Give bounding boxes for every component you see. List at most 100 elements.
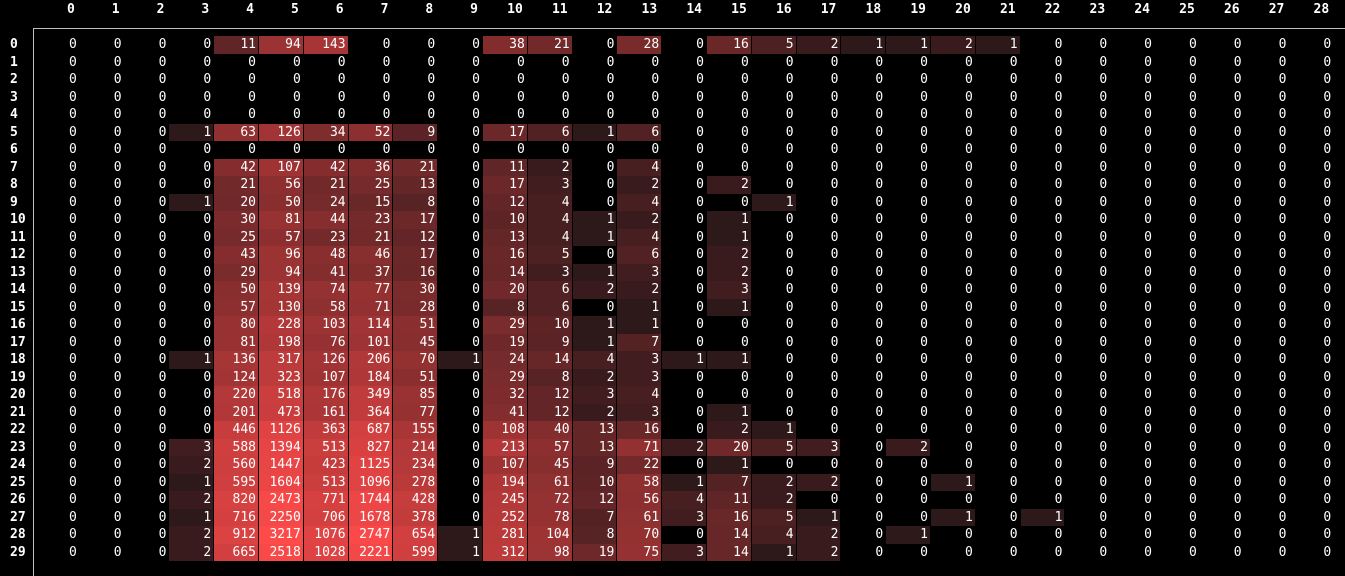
heatmap-cell-r0-c11: 21 [527,36,572,54]
heatmap-cell-r11-c4: 25 [214,228,258,246]
heatmap-cell-r26-c4: 820 [214,491,258,509]
heatmap-cell-r5-c26: 0 [1233,124,1242,140]
heatmap-cell-r24-c10: 107 [483,456,527,474]
heatmap-cell-r19-c15: 0 [740,369,749,385]
heatmap-cell-r29-c14: 3 [662,543,706,561]
heatmap-cell-r20-c19: 0 [920,387,928,402]
heatmap-cell-r10-c18: 0 [875,212,884,227]
heatmap-cell-r22-c2: 0 [158,422,167,437]
heatmap-cell-r3-c12: 0 [606,89,615,105]
heatmap-cell-r22-c13: 16 [617,421,662,439]
heatmap-cell-r25-c18: 0 [875,474,884,490]
heatmap-cell-r19-c21: 0 [1009,369,1018,385]
heatmap-cell-r20-c7: 349 [348,386,393,404]
heatmap-cell-r1-c5: 0 [292,54,301,70]
heatmap-cell-r11-c14: 0 [696,229,704,245]
heatmap-cell-r2-c12: 0 [606,72,615,87]
heatmap-cell-r2-c0: 0 [68,72,77,87]
heatmap-cell-r27-c25: 0 [1188,509,1197,525]
heatmap-cell-r27-c0: 0 [68,509,77,525]
heatmap-cell-r18-c20: 0 [964,352,973,367]
heatmap-cell-r5-c25: 0 [1188,124,1197,140]
heatmap-cell-r3-c18: 0 [875,89,884,105]
heatmap-cell-r6-c8: 0 [427,142,436,157]
heatmap-cell-r4-c14: 0 [696,107,704,122]
heatmap-cell-r10-c24: 0 [1144,212,1152,227]
heatmap-cell-r12-c12: 0 [606,247,615,262]
heatmap-cell-r4-c2: 0 [158,107,167,122]
heatmap-cell-r7-c15: 0 [740,159,749,175]
heatmap-cell-r24-c14: 0 [696,457,704,472]
heatmap-cell-r25-c15: 7 [707,473,751,491]
heatmap-cell-r14-c24: 0 [1144,282,1152,297]
heatmap-cell-r9-c10: 12 [483,193,527,211]
heatmap-cell-r15-c19: 0 [920,299,928,315]
heatmap-cell-r13-c9: 0 [472,264,480,280]
heatmap-cell-r11-c7: 21 [348,228,393,246]
heatmap-cell-r4-c1: 0 [113,107,122,122]
heatmap-cell-r19-c5: 323 [259,368,303,386]
heatmap-cell-r20-c14: 0 [696,387,704,402]
heatmap-cell-r5-c28: 0 [1323,124,1332,140]
heatmap-cell-r8-c19: 0 [920,177,928,192]
heatmap-cell-r14-c8: 30 [393,281,438,299]
row-header-22: 22 [10,422,26,437]
heatmap-cell-r11-c8: 12 [393,228,438,246]
heatmap-cell-r14-c6: 74 [303,281,348,299]
heatmap-cell-r8-c27: 0 [1278,177,1287,192]
heatmap-cell-r18-c10: 24 [483,351,527,369]
heatmap-cell-r14-c14: 0 [696,282,704,297]
heatmap-cell-r16-c10: 29 [483,316,527,334]
heatmap-cell-r26-c8: 428 [393,491,438,509]
heatmap-cell-r2-c11: 0 [561,72,570,87]
heatmap-cell-r11-c6: 23 [303,228,348,246]
heatmap-cell-r18-c19: 0 [920,352,928,367]
row-header-28: 28 [10,527,26,542]
heatmap-cell-r26-c6: 771 [303,491,348,509]
heatmap-cell-r20-c11: 12 [527,386,572,404]
heatmap-cell-r14-c26: 0 [1233,282,1242,297]
heatmap-cell-r15-c21: 0 [1009,299,1018,315]
heatmap-cell-r20-c2: 0 [158,387,167,402]
heatmap-cell-r1-c4: 0 [248,54,256,70]
heatmap-cell-r14-c5: 139 [259,281,303,299]
heatmap-cell-r28-c9: 1 [438,526,482,544]
heatmap-cell-r18-c24: 0 [1144,352,1152,367]
heatmap-cell-r7-c4: 42 [214,158,258,176]
heatmap-cell-r9-c15: 0 [740,194,749,210]
heatmap-cell-r27-c11: 78 [527,508,572,526]
heatmap-cell-r17-c3: 0 [203,334,212,350]
heatmap-cell-r19-c12: 2 [572,368,617,386]
heatmap-cell-r25-c23: 0 [1099,474,1108,490]
column-header-22: 22 [1044,2,1061,17]
heatmap-cell-r4-c5: 0 [292,107,301,122]
heatmap-cell-r5-c21: 0 [1009,124,1018,140]
heatmap-cell-r9-c4: 20 [214,193,258,211]
heatmap-cell-r17-c26: 0 [1233,334,1242,350]
heatmap-cell-r13-c23: 0 [1099,264,1108,280]
heatmap-cell-r7-c22: 0 [1054,159,1063,175]
row-header-20: 20 [10,387,26,402]
heatmap-cell-r5-c23: 0 [1099,124,1108,140]
heatmap-cell-r28-c3: 2 [169,526,214,544]
heatmap-cell-r5-c14: 0 [696,124,704,140]
heatmap-cell-r20-c1: 0 [113,387,122,402]
heatmap-cell-r12-c11: 5 [527,246,572,264]
heatmap-cell-r24-c11: 45 [527,456,572,474]
heatmap-cell-r28-c17: 2 [796,526,841,544]
heatmap-cell-r11-c5: 57 [259,228,303,246]
heatmap-cell-r7-c8: 21 [393,158,438,176]
heatmap-cell-r23-c17: 3 [796,438,841,456]
row-header-24: 24 [10,457,26,472]
heatmap-cell-r22-c14: 0 [696,422,704,437]
heatmap-cell-r21-c17: 0 [830,404,839,420]
heatmap-cell-r19-c11: 8 [527,368,572,386]
heatmap-cell-r23-c15: 20 [707,438,751,456]
heatmap-cell-r2-c4: 0 [248,72,256,87]
heatmap-cell-r17-c2: 0 [158,334,167,350]
heatmap-cell-r0-c17: 2 [796,36,841,54]
heatmap-cell-r15-c13: 1 [617,298,662,316]
heatmap-cell-r29-c24: 0 [1144,544,1152,560]
heatmap-cell-r17-c17: 0 [830,334,839,350]
heatmap-cell-r6-c16: 0 [785,142,794,157]
